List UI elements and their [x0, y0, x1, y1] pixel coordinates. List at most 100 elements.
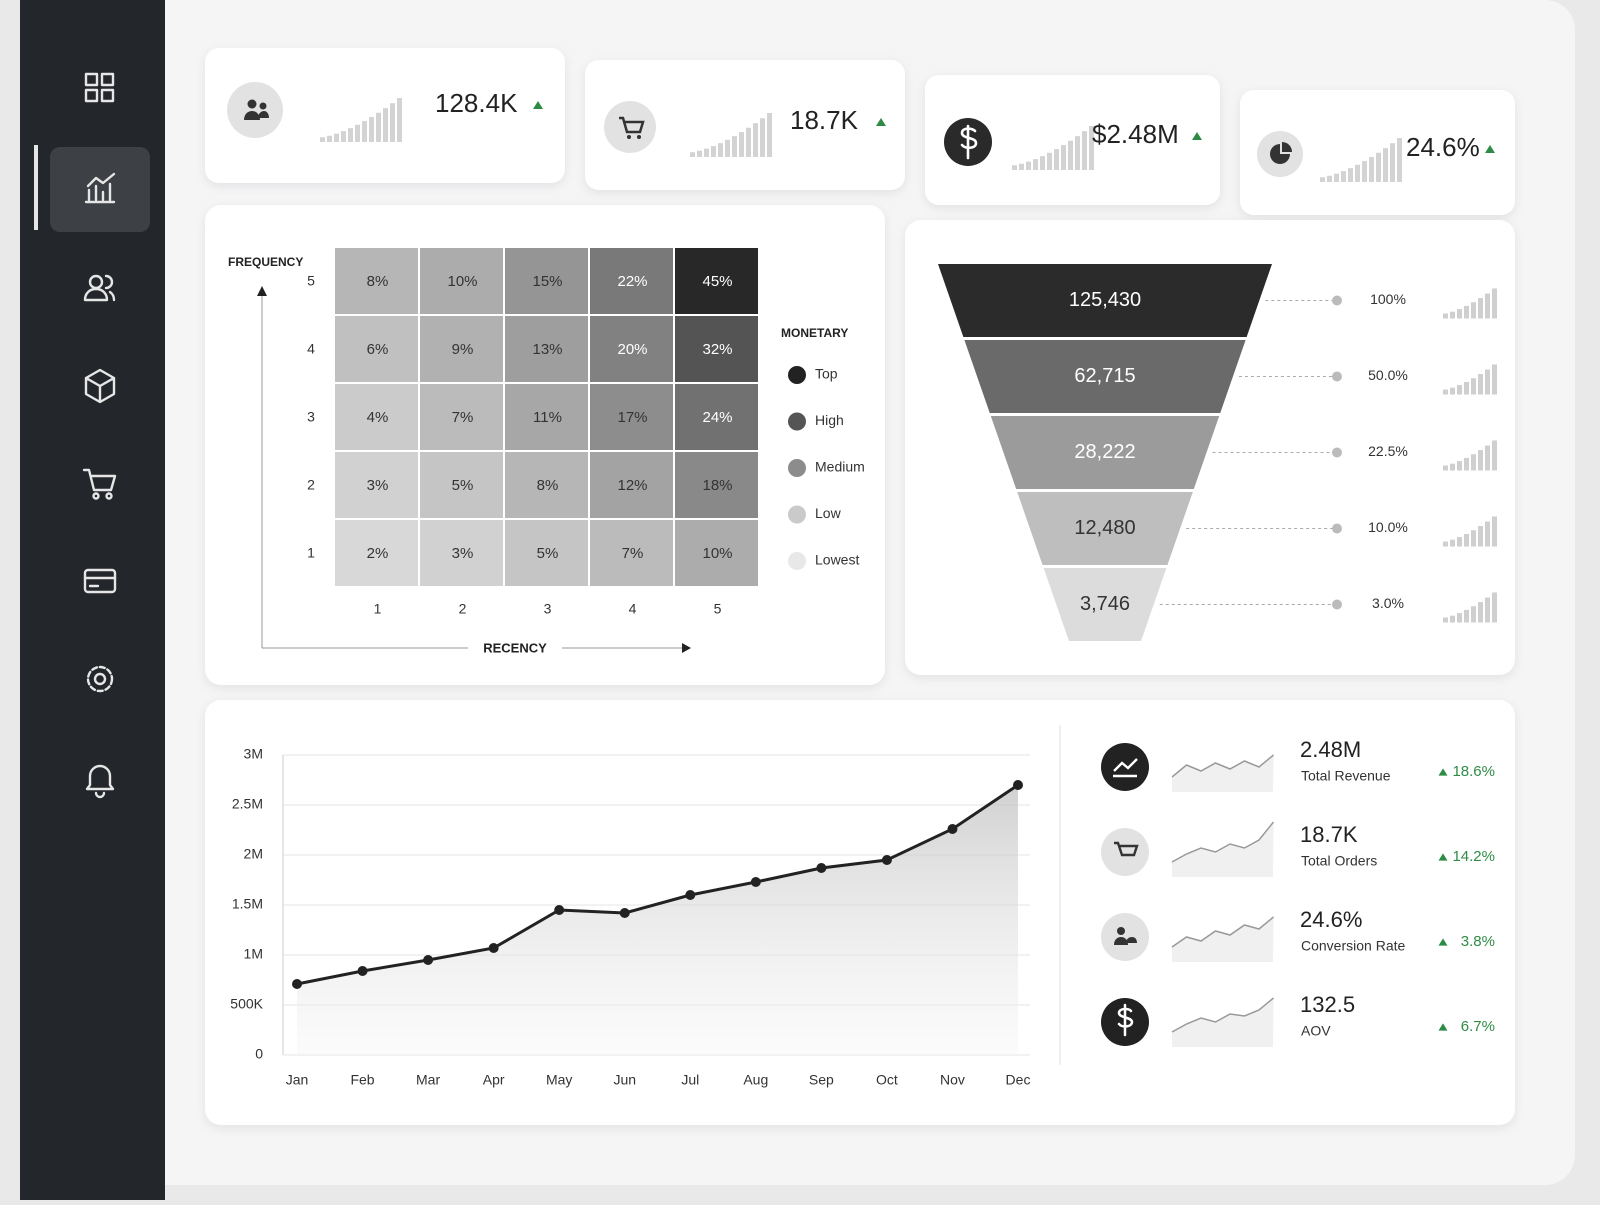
y-tick-label: 2.5M: [232, 796, 263, 812]
heatmap-cell: [420, 384, 503, 450]
up-arrow: [876, 118, 886, 126]
nav-notifications[interactable]: [85, 764, 115, 799]
legend-title: MONETARY: [781, 326, 848, 340]
leader-dot: [1332, 523, 1342, 534]
sparkbar: [1443, 541, 1448, 547]
cell-label: 2%: [367, 545, 389, 562]
summary-change: 14.2%: [1452, 848, 1495, 865]
legend-label[interactable]: Lowest: [815, 552, 859, 568]
nav-active[interactable]: [50, 147, 150, 232]
sparkbar: [1443, 617, 1448, 623]
summary-spark-area: [1172, 998, 1274, 1047]
legend-label[interactable]: Top: [815, 366, 838, 382]
icon-cart-glyph: [1114, 841, 1139, 857]
x-tick-label: Apr: [483, 1072, 505, 1088]
sparkbar: [1075, 136, 1080, 170]
sparkbar: [690, 152, 695, 157]
sparkbar: [1450, 311, 1455, 319]
heatmap-cell: [590, 248, 673, 314]
heatmap-cell: [335, 384, 418, 450]
y-tick-label: 2M: [244, 846, 263, 862]
sparkbar: [1464, 457, 1469, 471]
heatmap-cell: [675, 520, 758, 586]
heatmap-cell: [505, 248, 588, 314]
sparkbar: [1485, 293, 1490, 319]
summary-value: 132.5: [1300, 992, 1355, 1017]
sparkbar: [1478, 298, 1483, 319]
cell-label: 5%: [537, 545, 559, 562]
cell-label: 8%: [537, 477, 559, 494]
sparkbar: [334, 133, 339, 142]
sparkbar: [1457, 613, 1462, 623]
sparkbar: [1320, 177, 1325, 182]
sparkbar: [739, 132, 744, 157]
x-tick-label: Oct: [876, 1072, 898, 1088]
sparkbar: [1376, 152, 1381, 182]
cell-label: 45%: [702, 273, 732, 290]
y-tick-label: 3: [307, 409, 315, 425]
x-arrow: [682, 643, 691, 653]
funnel-label: 12,480: [1074, 517, 1135, 539]
heatmap-cell: [590, 316, 673, 382]
nav-users[interactable]: [83, 274, 116, 302]
legend-label[interactable]: Medium: [815, 459, 865, 475]
heatmap-cell: [420, 248, 503, 314]
funnel-stage: [964, 340, 1246, 413]
funnel-label: 28,222: [1074, 441, 1135, 463]
up-arrow: [533, 101, 543, 109]
percent-label: 22.5%: [1368, 443, 1408, 459]
sparkbar: [1040, 156, 1045, 170]
sparkbar: [1457, 309, 1462, 319]
nav-grid[interactable]: [84, 72, 115, 103]
nav-billing[interactable]: [83, 568, 117, 594]
point: [1013, 780, 1023, 790]
up-arrow: [1438, 938, 1448, 946]
sparkbar: [1478, 602, 1483, 623]
icon-users: [227, 82, 283, 138]
sparkbar: [704, 148, 709, 157]
icon-users-head: [1117, 927, 1125, 935]
heatmap-cell: [505, 452, 588, 518]
y-tick-label: 500K: [230, 996, 263, 1012]
nav-settings[interactable]: [86, 665, 114, 693]
sparkbar: [732, 136, 737, 157]
percent-label: 50.0%: [1368, 367, 1408, 383]
funnel-label: 125,430: [1069, 289, 1141, 311]
x-tick-label: Jan: [286, 1072, 309, 1088]
sparkbar: [397, 98, 402, 142]
sparkbar: [1450, 615, 1455, 623]
x-tick-label: 5: [714, 601, 722, 617]
heatmap-cell: [335, 452, 418, 518]
x-tick-label: 4: [629, 601, 637, 617]
sparkbar: [1047, 152, 1052, 170]
sparkbar: [1348, 168, 1353, 182]
x-tick-label: Jul: [681, 1072, 699, 1088]
sparkbar: [1450, 539, 1455, 547]
funnel-label: 3,746: [1080, 593, 1130, 615]
sparkbar: [1068, 140, 1073, 170]
legend-label[interactable]: High: [815, 412, 844, 428]
sparkbar: [1471, 606, 1476, 623]
heatmap-cell: [505, 316, 588, 382]
nav-cart[interactable]: [82, 468, 117, 500]
cell-label: 7%: [452, 409, 474, 426]
kpi-card: [585, 60, 905, 190]
sparkbar: [327, 135, 332, 142]
legend-swatch: [788, 412, 806, 431]
funnel-stage: [1043, 568, 1167, 641]
cell-label: 8%: [367, 273, 389, 290]
x-tick-label: Aug: [743, 1072, 768, 1088]
nav-analytics[interactable]: [84, 172, 116, 204]
y-tick-label: 1M: [244, 946, 263, 962]
sparkbar: [1485, 597, 1490, 623]
heatmap-cell: [335, 316, 418, 382]
sparkbar: [1397, 138, 1402, 182]
heatmap-cell: [590, 520, 673, 586]
summary-change: 3.8%: [1461, 933, 1495, 950]
sparkbar: [1443, 313, 1448, 319]
legend-label[interactable]: Low: [815, 505, 842, 521]
nav-products[interactable]: [84, 368, 116, 404]
percent-label: 100%: [1370, 291, 1406, 307]
summary-change: 6.7%: [1461, 1018, 1495, 1035]
